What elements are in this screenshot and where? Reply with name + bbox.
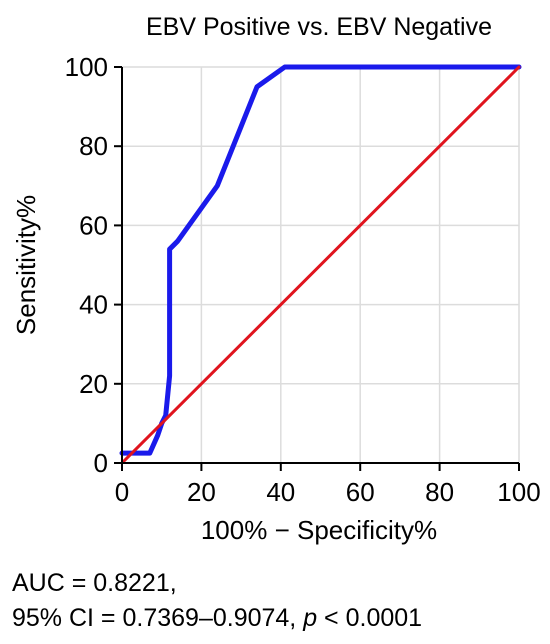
chart-title: EBV Positive vs. EBV Negative (146, 13, 492, 41)
x-tick-label-100: 100 (497, 477, 540, 507)
auc-text: AUC = 0.8221, (12, 566, 177, 600)
x-tick-label-20: 20 (187, 477, 216, 507)
series-layer (119, 64, 522, 465)
y-tick-label-60: 60 (79, 210, 108, 240)
x-tick-label-80: 80 (425, 477, 454, 507)
ci-text: 95% CI = 0.7369–0.9074, p < 0.0001 (12, 601, 422, 635)
roc-curve-line (119, 64, 522, 456)
ci-value: 95% CI = 0.7369–0.9074, (12, 604, 304, 632)
y-tick-label-40: 40 (79, 290, 108, 320)
x-tick-label-40: 40 (266, 477, 295, 507)
x-tick-label-0: 0 (115, 477, 129, 507)
tick-labels: 0 20 40 60 80 100 0 20 40 60 80 100 (65, 52, 541, 507)
p-value: < 0.0001 (317, 604, 423, 632)
reference-diagonal-line (120, 65, 521, 465)
y-tick-label-80: 80 (79, 131, 108, 161)
p-symbol: p (303, 604, 318, 632)
roc-chart: EBV Positive vs. EBV Negative 0 20 40 60 80 1… (11, 13, 541, 545)
x-axis-label: 100% − Specificity% (201, 515, 437, 545)
y-tick-label-100: 100 (65, 52, 108, 82)
y-axis-label: Sensitivity% (11, 195, 41, 335)
y-tick-label-0: 0 (94, 448, 108, 478)
auc-value: AUC = 0.8221, (12, 569, 177, 597)
x-tick-label-60: 60 (346, 477, 375, 507)
y-tick-label-20: 20 (79, 369, 108, 399)
axes (114, 66, 520, 471)
